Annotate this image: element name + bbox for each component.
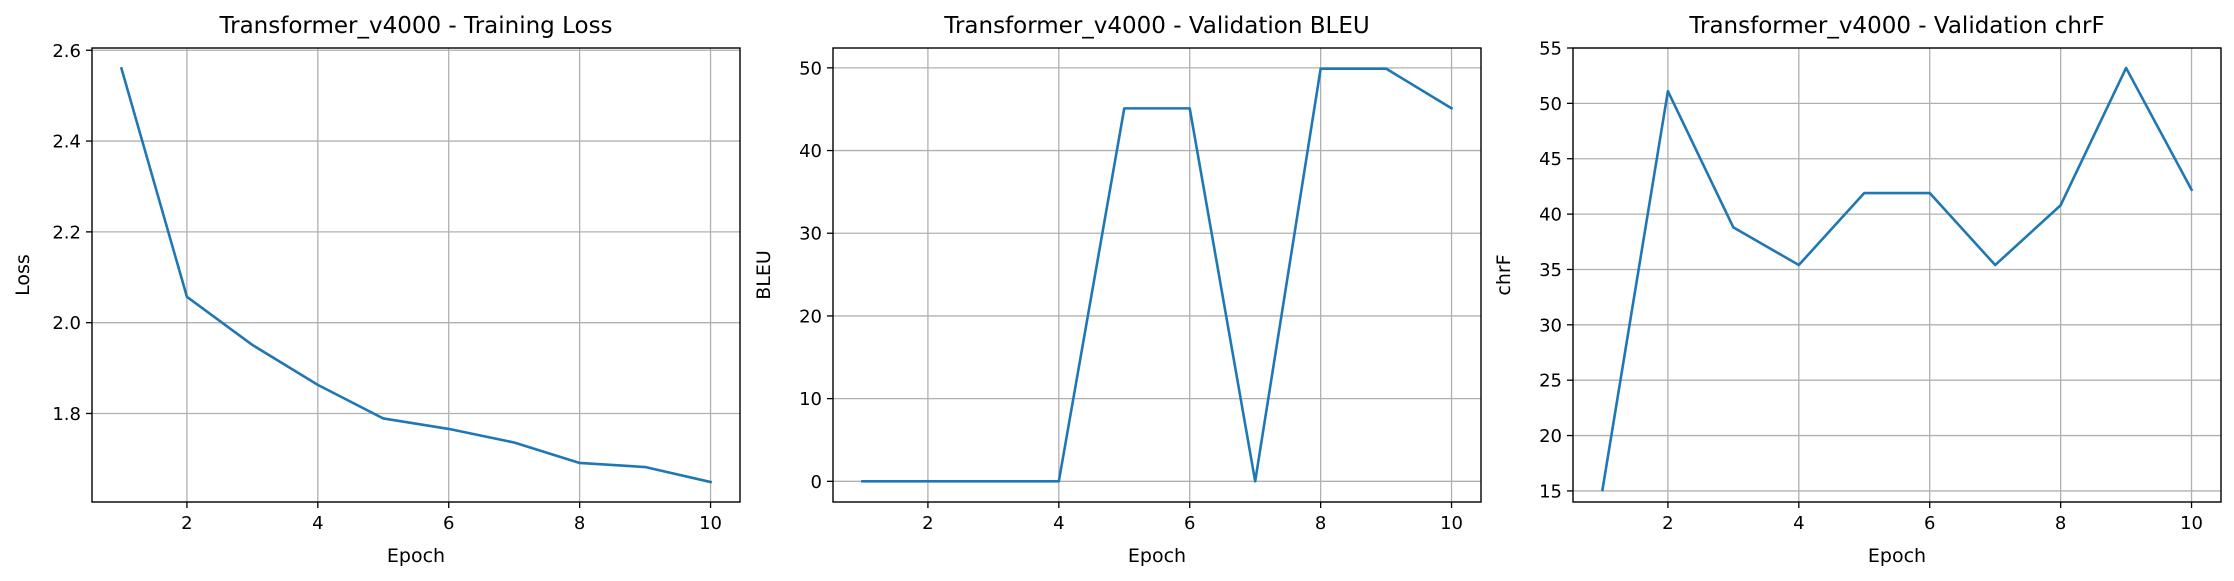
chart-title: Transformer_v4000 - Validation BLEU — [943, 13, 1369, 39]
x-tick-label: 4 — [1793, 513, 1804, 534]
y-tick-label: 30 — [799, 224, 822, 245]
chart-panel-3: 2 4 6 8 10 15 20 25 30 35 40 45 50 55 Transformer_v400… — [1493, 13, 2222, 567]
charts-container: 2 4 6 8 10 1.8 2.0 2.2 2.4 2.6 Transformer_v4000 -… — [12, 13, 2222, 567]
plot-frame — [91, 47, 741, 503]
y-tick-label: 2.6 — [52, 41, 81, 62]
chart-panel-1: 2 4 6 8 10 1.8 2.0 2.2 2.4 2.6 Transformer_v4000 -… — [12, 13, 741, 567]
x-tick-label: 6 — [1924, 513, 1935, 534]
y-tick-label: 40 — [799, 141, 822, 162]
series-line — [1600, 66, 2194, 492]
x-tick-label: 4 — [1053, 513, 1064, 534]
x-axis-label: Epoch — [1128, 545, 1186, 567]
y-tick-label: 30 — [1539, 315, 1562, 336]
y-axis-label: Loss — [12, 254, 34, 296]
series-line — [119, 66, 713, 484]
series-line — [861, 67, 1454, 483]
x-tick-label: 2 — [922, 513, 933, 534]
plot-frame — [1572, 47, 2222, 503]
chart-title: Transformer_v4000 - Training Loss — [218, 13, 612, 39]
chart-panel-2: 2 4 6 8 10 0 10 20 30 40 50 Transformer_v4000 - Val… — [753, 13, 1482, 567]
x-tick-label: 10 — [699, 513, 722, 534]
x-tick-label: 6 — [1184, 513, 1195, 534]
y-tick-label: 2.0 — [52, 313, 81, 334]
y-tick-label: 1.8 — [52, 404, 81, 425]
x-tick-label: 2 — [181, 513, 192, 534]
x-tick-label: 8 — [1315, 513, 1326, 534]
x-axis-label: Epoch — [387, 545, 445, 567]
x-axis-label: Epoch — [1868, 545, 1926, 567]
y-tick-label: 25 — [1539, 371, 1562, 392]
y-tick-label: 50 — [1539, 94, 1562, 115]
y-axis-label: BLEU — [753, 250, 775, 300]
y-tick-label: 35 — [1539, 260, 1562, 281]
y-tick-label: 20 — [1539, 426, 1562, 447]
y-tick-label: 2.2 — [52, 222, 81, 243]
x-tick-label: 6 — [443, 513, 454, 534]
x-tick-label: 10 — [1440, 513, 1463, 534]
y-tick-label: 20 — [799, 306, 822, 327]
x-tick-label: 4 — [312, 513, 323, 534]
x-tick-label: 10 — [2180, 513, 2203, 534]
y-tick-label: 15 — [1539, 481, 1562, 502]
x-tick-label: 8 — [574, 513, 585, 534]
y-tick-label: 2.4 — [52, 132, 81, 153]
y-tick-label: 10 — [799, 389, 822, 410]
y-tick-label: 55 — [1539, 39, 1562, 60]
y-tick-label: 40 — [1539, 205, 1562, 226]
y-tick-label: 0 — [811, 472, 822, 493]
x-tick-label: 2 — [1662, 513, 1673, 534]
plot-frame — [832, 47, 1482, 503]
x-tick-label: 8 — [2055, 513, 2066, 534]
y-axis-label: chrF — [1493, 254, 1515, 295]
y-tick-label: 45 — [1539, 149, 1562, 170]
chart-title: Transformer_v4000 - Validation chrF — [1688, 13, 2104, 39]
y-tick-label: 50 — [799, 58, 822, 79]
